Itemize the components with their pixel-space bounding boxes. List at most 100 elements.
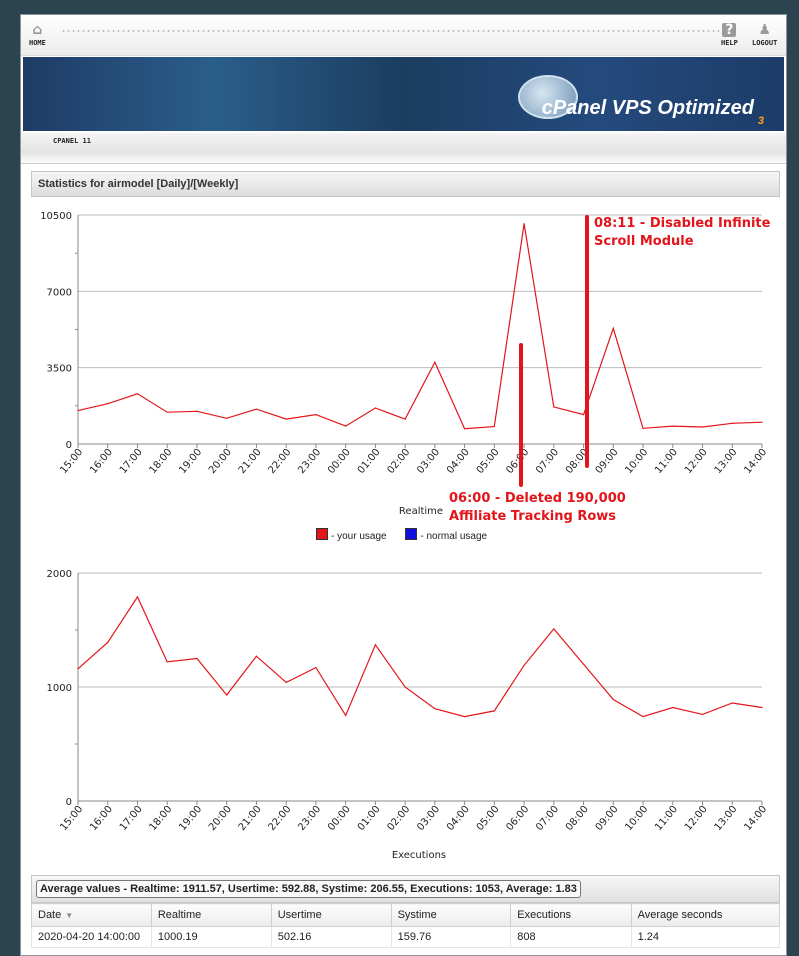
column-header[interactable]: Executions [510,903,632,927]
data-point [196,657,198,660]
table-body: 2020-04-20 14:00:00 1000.19 502.16 159.76 80… [31,926,781,948]
page-title: Statistics for airmodel [Daily]/[Weekly] [38,178,239,190]
table-cell: 2020-04-20 14:00:00 [31,926,152,948]
home-button[interactable]: ⌂ HOME [29,23,46,47]
data-point [493,425,495,428]
chart-background [31,199,778,529]
data-point [612,327,614,330]
column-header[interactable]: Date ▼ [31,903,152,927]
data-point [642,427,644,429]
chart-background [31,553,778,863]
help-icon: ? [722,23,737,37]
data-point [285,418,287,420]
cpanel-banner: cPanel VPS Optimized 3 [23,57,784,131]
y-tick-label: 10500 [40,211,72,222]
data-point [731,422,733,424]
y-tick-label: 1000 [47,683,72,694]
data-point [345,425,347,427]
y-tick-label: 2000 [47,569,72,580]
chart-legend: - your usage - normal usage [316,528,503,542]
table-row: 2020-04-20 14:00:00 1000.19 502.16 159.76 80… [31,926,781,948]
data-point [136,393,139,395]
column-header[interactable]: Realtime [150,903,272,927]
data-point [374,407,376,409]
sort-down-icon: ▼ [65,911,74,920]
panel-header: Statistics for airmodel [Daily]/[Weekly] [31,171,780,197]
data-point [196,410,198,412]
data-point [493,710,495,712]
y-tick-label: 7000 [47,287,72,298]
table-cell: 159.76 [390,926,512,948]
logout-icon: ♟ [758,22,771,38]
data-point [553,406,555,408]
data-point [434,708,436,710]
data-point [582,663,585,665]
data-point [345,714,347,717]
home-icon: ⌂ [32,22,43,38]
data-point [701,426,704,428]
data-point [582,413,585,416]
sub-bar [21,153,786,164]
data-point [731,702,733,704]
table-cell: 502.16 [270,926,392,948]
data-point [107,641,109,644]
data-point [672,425,674,427]
column-header[interactable]: Average seconds [630,903,781,927]
x-axis-label: Realtime [399,506,443,517]
cpanel-logo [518,75,578,119]
data-point [464,716,466,718]
data-point [166,411,168,413]
data-point [226,417,228,419]
data-point [404,686,406,688]
data-point [701,713,704,715]
logout-label: LOGOUT [752,39,778,47]
top-toolbar: ⌂ HOME ? HELP ♟ LOGOUT [21,15,786,56]
table-header-row: Date ▼ Realtime Usertime Systime Executions Av… [31,903,781,927]
legend-your-usage: - your usage [316,528,387,542]
data-point [404,418,406,420]
data-point [761,706,763,709]
data-point [136,596,139,598]
brand-number: 3 [757,115,764,127]
page-frame: ⌂ HOME ? HELP ♟ LOGOUT cPanel VPS Optimi… [20,14,787,956]
table-cell: 808 [510,926,632,948]
toolbar-dots [61,29,721,33]
y-tick-label: 0 [66,440,72,451]
data-point [315,667,317,669]
annotation-bar-top [585,215,589,468]
average-values-bar: Average values - Realtime: 1911.57, User… [31,875,780,903]
data-point [315,413,317,416]
home-label: HOME [29,39,46,47]
y-tick-label: 0 [66,797,72,808]
average-values: Average values - Realtime: 1911.57, User… [36,880,581,898]
table-cell: 1.24 [630,926,781,948]
series-line [77,595,763,718]
data-point [77,410,79,412]
column-header[interactable]: Usertime [270,903,392,927]
brand-text: cPanel VPS Optimized [541,97,754,119]
help-button[interactable]: ? HELP [721,23,738,47]
data-point [612,698,614,701]
annotation-bottom: 06:00 - Deleted 190,000 Affiliate Tracki… [449,491,626,524]
data-point [434,361,436,363]
data-point [672,706,674,709]
breadcrumb-label[interactable]: CPANEL 11 [53,137,91,145]
data-point [523,223,525,225]
data-point [255,655,258,657]
data-point [523,664,525,666]
data-point [374,644,376,646]
column-header[interactable]: Systime [390,903,512,927]
breadcrumb: CPANEL 11 [21,133,786,153]
data-point [166,661,168,663]
annotation-bar-bottom [519,343,523,487]
your-usage-swatch [316,528,328,540]
logout-button[interactable]: ♟ LOGOUT [752,23,777,47]
normal-usage-swatch [405,528,418,540]
data-point [226,694,228,696]
data-point [255,408,258,410]
legend-normal-usage: - normal usage [405,528,487,542]
data-point [642,716,644,718]
data-point [77,668,79,670]
